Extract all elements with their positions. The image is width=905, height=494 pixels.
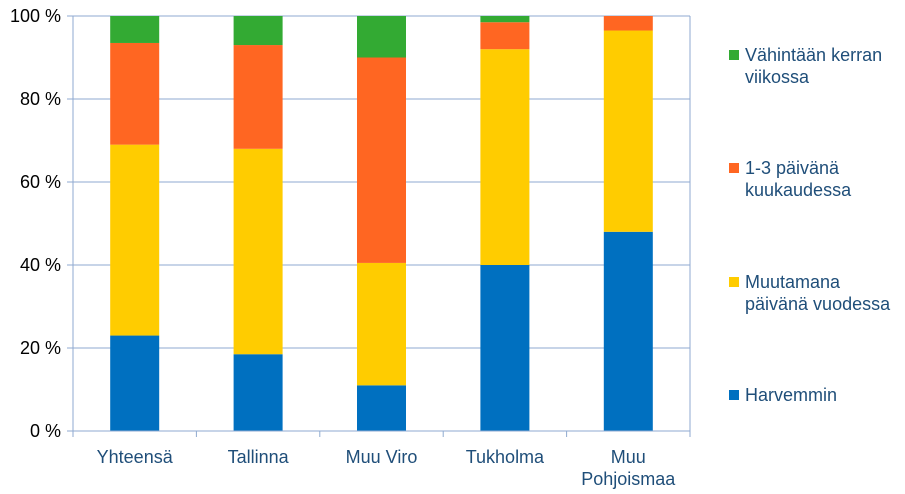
legend-label: 1-3 päivänä kuukaudessa xyxy=(745,158,852,200)
x-tick-label: Tukholma xyxy=(466,447,545,467)
bar-segment xyxy=(603,231,653,431)
bar-segment xyxy=(480,16,530,23)
legend-item: Vähintään kerran viikossa xyxy=(729,44,895,88)
x-tick-label: Tallinna xyxy=(228,447,290,467)
x-tick-label: Muu Pohjoismaa xyxy=(581,447,676,489)
bar-segment xyxy=(480,49,530,266)
y-tick-label: 0 % xyxy=(30,421,61,441)
x-tick-label: Yhteensä xyxy=(97,447,174,467)
bar-segment xyxy=(603,30,653,232)
y-tick-label: 100 % xyxy=(10,6,61,26)
axes xyxy=(72,16,691,437)
y-axis-ticks: 0 % 20 % 40 % 60 % 80 % 100 % xyxy=(10,6,61,441)
legend-swatch xyxy=(729,163,739,173)
x-tick-label: Muu Viro xyxy=(346,447,418,467)
legend-swatch xyxy=(729,277,739,287)
bar-segment xyxy=(110,16,160,43)
bar-segment xyxy=(480,265,530,431)
bar-segment xyxy=(603,16,653,31)
y-tick-label: 20 % xyxy=(20,338,61,358)
legend-item: Muutamana päivänä vuodessa xyxy=(729,271,895,315)
legend-item: Harvemmin xyxy=(729,384,895,406)
bar-segment xyxy=(233,148,283,355)
legend-label: Harvemmin xyxy=(745,385,838,405)
bar-segment xyxy=(233,354,283,431)
legend-swatch xyxy=(729,390,739,400)
bars xyxy=(110,16,653,431)
bar-segment xyxy=(110,144,160,336)
x-axis-labels: Yhteensä Tallinna Muu Viro Tukholma Muu Pohjo… xyxy=(97,447,677,489)
bar-segment xyxy=(110,335,160,431)
legend-label: Muutamana päivänä vuodessa xyxy=(745,272,891,314)
legend-label: Vähintään kerran viikossa xyxy=(745,45,883,87)
bar-segment xyxy=(110,42,160,145)
bar-segment xyxy=(357,385,406,431)
bar-segment xyxy=(357,16,406,58)
bar-segment xyxy=(233,16,283,46)
bar-segment xyxy=(357,57,406,263)
legend-swatch xyxy=(729,50,739,60)
bar-segment xyxy=(357,262,406,386)
legend-item: 1-3 päivänä kuukaudessa xyxy=(729,157,895,201)
y-tick-label: 60 % xyxy=(20,172,61,192)
bar-segment xyxy=(480,22,530,50)
bar-segment xyxy=(233,45,283,149)
y-tick-label: 40 % xyxy=(20,255,61,275)
y-tick-label: 80 % xyxy=(20,89,61,109)
